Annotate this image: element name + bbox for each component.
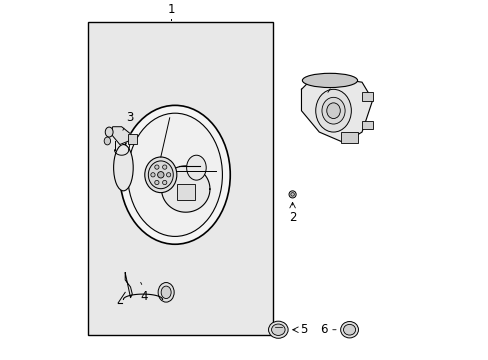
Bar xyxy=(361,121,372,129)
Text: 3: 3 xyxy=(126,111,133,124)
Ellipse shape xyxy=(271,324,285,336)
Ellipse shape xyxy=(321,97,345,124)
Ellipse shape xyxy=(120,105,230,244)
Bar xyxy=(177,184,194,200)
Ellipse shape xyxy=(343,324,355,335)
Ellipse shape xyxy=(166,173,170,177)
Ellipse shape xyxy=(326,103,340,118)
Text: 5: 5 xyxy=(300,323,307,336)
Ellipse shape xyxy=(290,193,294,196)
Ellipse shape xyxy=(148,161,173,189)
Text: 1: 1 xyxy=(167,3,175,15)
Bar xyxy=(88,22,272,335)
Polygon shape xyxy=(161,166,209,212)
Bar xyxy=(361,92,372,101)
Polygon shape xyxy=(125,273,132,298)
Polygon shape xyxy=(301,75,372,143)
Ellipse shape xyxy=(162,180,166,185)
Ellipse shape xyxy=(157,172,163,178)
Ellipse shape xyxy=(186,155,206,180)
Ellipse shape xyxy=(150,173,155,177)
Ellipse shape xyxy=(340,321,358,338)
Ellipse shape xyxy=(154,180,159,185)
Ellipse shape xyxy=(161,286,171,298)
Ellipse shape xyxy=(302,73,357,87)
Bar xyxy=(340,132,358,143)
Ellipse shape xyxy=(158,283,174,302)
Ellipse shape xyxy=(105,127,113,137)
Ellipse shape xyxy=(162,165,166,169)
Text: 4: 4 xyxy=(140,290,147,303)
Ellipse shape xyxy=(154,165,159,169)
Ellipse shape xyxy=(288,191,296,198)
Polygon shape xyxy=(111,127,130,144)
Ellipse shape xyxy=(144,157,177,193)
Text: 2: 2 xyxy=(288,211,296,225)
Ellipse shape xyxy=(268,321,287,338)
Text: 7: 7 xyxy=(328,72,336,85)
Bar xyxy=(128,134,137,144)
Text: 6: 6 xyxy=(319,323,327,336)
Ellipse shape xyxy=(127,113,222,237)
Ellipse shape xyxy=(104,137,110,145)
Ellipse shape xyxy=(113,144,133,191)
Ellipse shape xyxy=(315,89,350,132)
